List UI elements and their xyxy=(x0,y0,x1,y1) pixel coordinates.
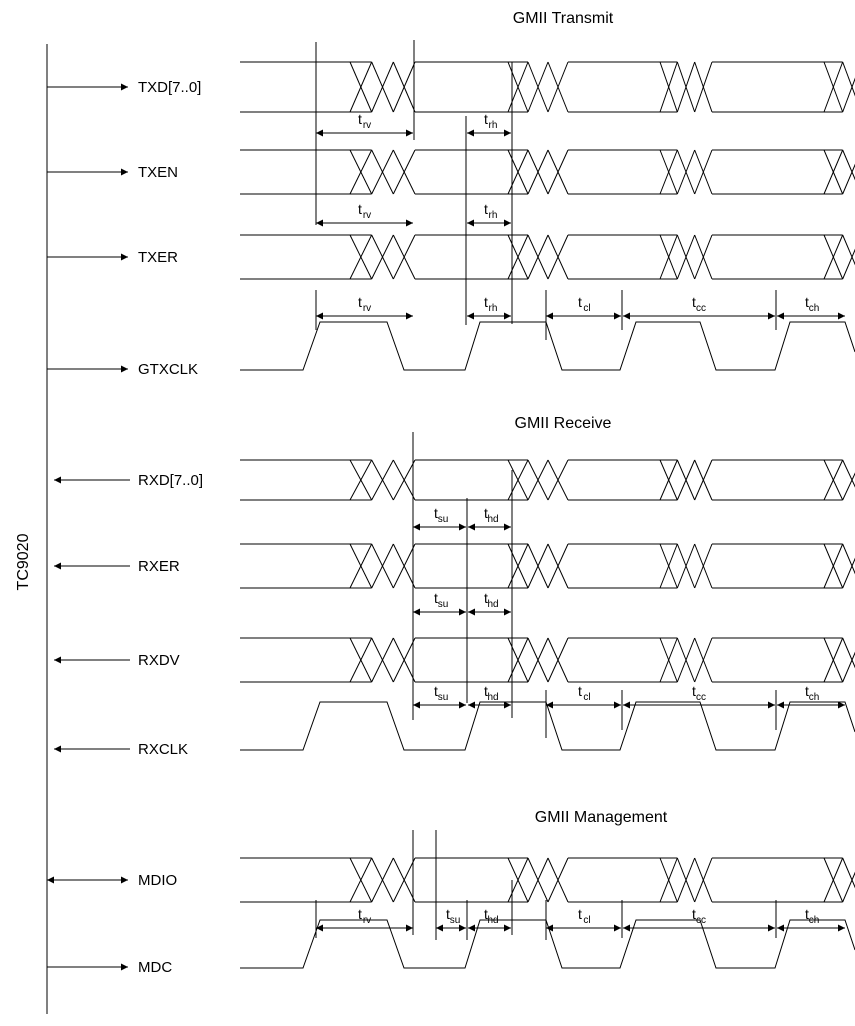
timing-sub-thd: hd xyxy=(487,514,498,525)
timing-sub-tcc: cc xyxy=(696,303,706,314)
timing-label-trh: t xyxy=(484,294,488,310)
timing-label-tcc: t xyxy=(692,906,696,922)
timing-tch: t ch xyxy=(777,683,845,709)
timing-trv: t rv xyxy=(316,906,413,932)
timing-tcl: t cl xyxy=(546,294,621,320)
signal-label-rxer: RXER xyxy=(138,558,180,575)
waveform-txen xyxy=(240,149,855,195)
timing-sub-thd: hd xyxy=(487,692,498,703)
timing-thd: t hd xyxy=(468,906,511,932)
timing-sub-trh: rh xyxy=(489,120,498,131)
timing-label-trv: t xyxy=(358,294,362,310)
section-title-management: GMII Management xyxy=(535,809,668,826)
timing-sub-tcc: cc xyxy=(696,692,706,703)
timing-sub-tsu: su xyxy=(450,915,461,926)
waveform-rxer xyxy=(240,543,855,589)
timing-label-thd: t xyxy=(484,683,488,699)
timing-label-tcl: t xyxy=(578,683,582,699)
signal-label-gtxclk: GTXCLK xyxy=(138,361,198,378)
timing-thd: t hd xyxy=(468,683,511,709)
timing-label-trv: t xyxy=(358,201,362,217)
signal-label-mdc: MDC xyxy=(138,959,172,976)
timing-label-tcc: t xyxy=(692,294,696,310)
timing-label-tsu: t xyxy=(446,906,450,922)
waveform-rxdv xyxy=(240,637,855,683)
timing-sub-trh: rh xyxy=(489,210,498,221)
timing-label-thd: t xyxy=(484,590,488,606)
timing-tsu: t su xyxy=(413,590,466,616)
signal-label-txer: TXER xyxy=(138,249,178,266)
waveform-mdio xyxy=(240,857,855,903)
timing-sub-tch: ch xyxy=(809,692,820,703)
timing-sub-trv: rv xyxy=(363,210,371,221)
timing-label-tcl: t xyxy=(578,294,582,310)
timing-label-tcc: t xyxy=(692,683,696,699)
timing-thd: t hd xyxy=(468,590,511,616)
timing-tcc: t cc xyxy=(623,906,775,932)
timing-tcc: t cc xyxy=(623,294,775,320)
signal-label-rxclk: RXCLK xyxy=(138,741,188,758)
timing-label-tsu: t xyxy=(434,590,438,606)
timing-sub-thd: hd xyxy=(487,599,498,610)
timing-tsu: t su xyxy=(413,683,466,709)
timing-label-trv: t xyxy=(358,906,362,922)
signal-label-rxdv: RXDV xyxy=(138,652,180,669)
waveform-rxd xyxy=(240,459,855,501)
waveform-txd xyxy=(240,61,855,113)
timing-label-trh: t xyxy=(484,201,488,217)
timing-sub-thd: hd xyxy=(487,915,498,926)
waveform-txer xyxy=(240,234,855,280)
timing-tch: t ch xyxy=(777,294,845,320)
timing-tsu: t su xyxy=(436,906,466,932)
chip-label: TC9020 xyxy=(15,533,32,590)
waveform-mdc xyxy=(240,919,855,969)
timing-sub-tch: ch xyxy=(809,915,820,926)
timing-sub-trv: rv xyxy=(363,303,371,314)
timing-trv: t rv xyxy=(316,294,413,320)
timing-sub-tcc: cc xyxy=(696,915,706,926)
timing-tch: t ch xyxy=(777,906,845,932)
waveform-gtxclk xyxy=(240,321,855,371)
signal-label-mdio: MDIO xyxy=(138,872,177,889)
timing-trv: t rv xyxy=(316,201,413,227)
timing-sub-tsu: su xyxy=(438,514,449,525)
timing-sub-trv: rv xyxy=(363,915,371,926)
timing-tcl: t cl xyxy=(546,683,621,709)
timing-trh: t rh xyxy=(467,201,511,227)
timing-trh: t rh xyxy=(467,111,511,137)
timing-label-tch: t xyxy=(805,906,809,922)
timing-label-tsu: t xyxy=(434,505,438,521)
section-title-transmit: GMII Transmit xyxy=(513,10,614,27)
timing-sub-tcl: cl xyxy=(583,692,590,703)
timing-tcl: t cl xyxy=(546,906,621,932)
timing-sub-trh: rh xyxy=(489,303,498,314)
timing-label-tch: t xyxy=(805,683,809,699)
timing-tsu: t su xyxy=(413,505,466,531)
timing-sub-trv: rv xyxy=(363,120,371,131)
timing-label-tsu: t xyxy=(434,683,438,699)
signal-label-txen: TXEN xyxy=(138,164,178,181)
timing-trh: t rh xyxy=(467,294,511,320)
timing-trv: t rv xyxy=(316,111,413,137)
timing-label-tch: t xyxy=(805,294,809,310)
signal-label-txd: TXD[7..0] xyxy=(138,79,201,96)
timing-sub-tcl: cl xyxy=(583,303,590,314)
timing-label-trh: t xyxy=(484,111,488,127)
timing-label-thd: t xyxy=(484,505,488,521)
signal-label-rxd: RXD[7..0] xyxy=(138,472,203,489)
timing-sub-tsu: su xyxy=(438,692,449,703)
waveform-rxclk xyxy=(240,701,855,751)
timing-sub-tsu: su xyxy=(438,599,449,610)
timing-label-thd: t xyxy=(484,906,488,922)
timing-label-tcl: t xyxy=(578,906,582,922)
timing-label-trv: t xyxy=(358,111,362,127)
timing-sub-tch: ch xyxy=(809,303,820,314)
section-title-receive: GMII Receive xyxy=(515,415,612,432)
timing-tcc: t cc xyxy=(623,683,775,709)
timing-sub-tcl: cl xyxy=(583,915,590,926)
timing-thd: t hd xyxy=(468,505,511,531)
